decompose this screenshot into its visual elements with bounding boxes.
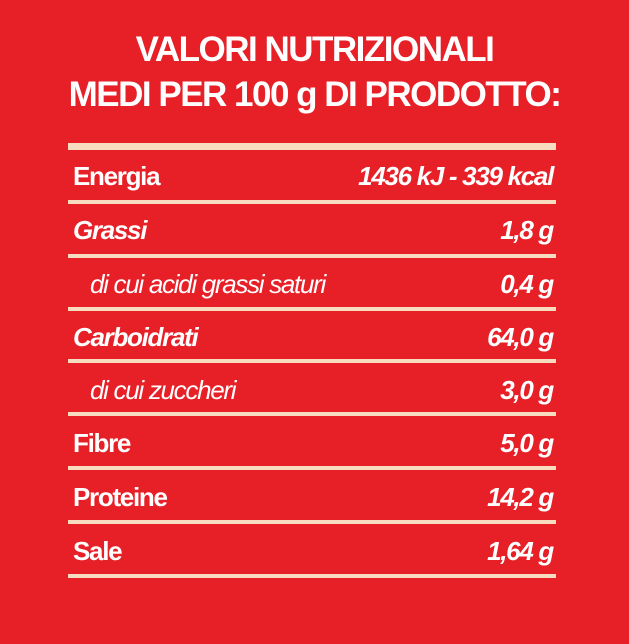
row-value: 1,8 g xyxy=(500,215,554,245)
rule xyxy=(68,412,556,416)
row-label: Sale xyxy=(73,536,123,566)
row-label: Grassi xyxy=(73,215,147,245)
rule xyxy=(68,574,556,578)
row-label: di cui acidi grassi saturi xyxy=(90,269,326,299)
rule xyxy=(68,466,556,470)
row-value: 1,64 g xyxy=(487,536,554,566)
row-label: Carboidrati xyxy=(73,322,199,352)
row-label: Fibre xyxy=(73,428,131,458)
row-value: 1436 kJ - 339 kcal xyxy=(358,161,554,191)
row-value: 3,0 g xyxy=(500,375,554,405)
row-label: Proteine xyxy=(73,482,168,512)
rule xyxy=(68,520,556,524)
row-value: 64,0 g xyxy=(487,322,554,352)
title-line: MEDI PER 100 g DI PRODOTTO: xyxy=(68,75,562,114)
row-value: 14,2 g xyxy=(487,482,554,512)
rule xyxy=(68,143,556,150)
row-label: di cui zuccheri xyxy=(90,375,237,405)
rule xyxy=(68,200,556,204)
row-value: 5,0 g xyxy=(500,428,554,458)
title-line: VALORI NUTRIZIONALI xyxy=(135,30,495,69)
rule xyxy=(68,307,556,311)
row-label: Energia xyxy=(73,161,161,191)
rule xyxy=(68,359,556,363)
row-value: 0,4 g xyxy=(500,269,554,299)
rule xyxy=(68,254,556,258)
